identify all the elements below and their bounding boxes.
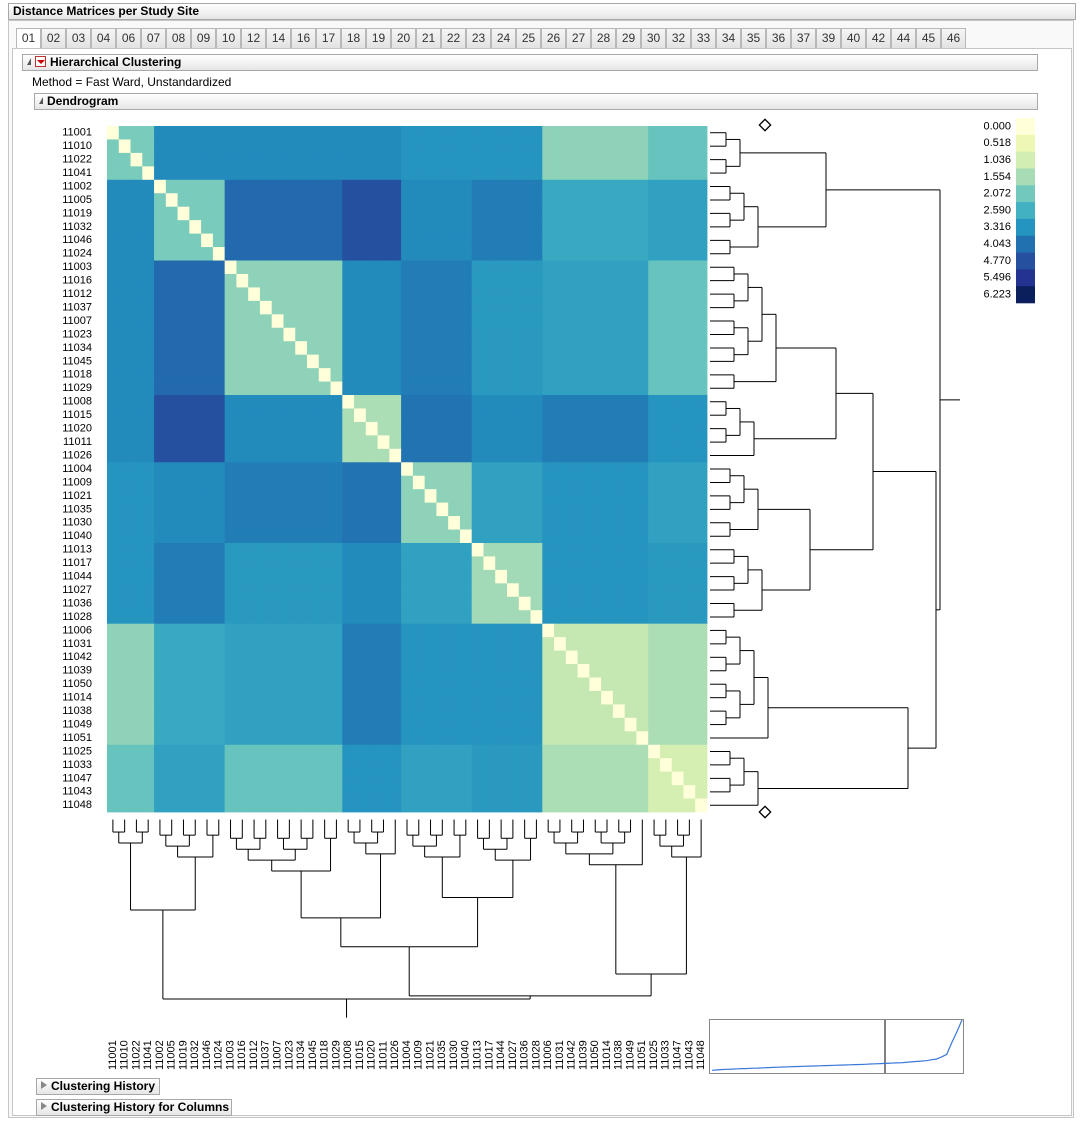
collapsed-header[interactable]: Clustering History for Columns (36, 1099, 232, 1116)
method-text: Method = Fast Ward, Unstandardized (32, 75, 232, 89)
tab[interactable]: 17 (316, 28, 341, 48)
tab[interactable]: 20 (391, 28, 416, 48)
tab[interactable]: 25 (516, 28, 541, 48)
tab[interactable]: 27 (566, 28, 591, 48)
red-triangle-menu[interactable] (35, 56, 46, 67)
tab[interactable]: 36 (766, 28, 791, 48)
tab[interactable]: 24 (491, 28, 516, 48)
tab[interactable]: 29 (616, 28, 641, 48)
disclosure-icon[interactable] (39, 97, 43, 104)
disclosure-icon[interactable] (41, 1102, 47, 1110)
report-title-text: Distance Matrices per Study Site (13, 4, 200, 18)
disclosure-icon[interactable] (27, 58, 31, 65)
report-title[interactable]: Distance Matrices per Study Site (8, 3, 1076, 20)
tab[interactable]: 22 (441, 28, 466, 48)
tab[interactable]: 12 (241, 28, 266, 48)
tab[interactable]: 32 (666, 28, 691, 48)
tab[interactable]: 09 (191, 28, 216, 48)
tab[interactable]: 06 (116, 28, 141, 48)
tab[interactable]: 01 (16, 28, 41, 49)
tab[interactable]: 30 (641, 28, 666, 48)
tab-panel (12, 48, 1072, 1116)
collapsed-title: Clustering History for Columns (51, 1100, 230, 1114)
tab[interactable]: 18 (341, 28, 366, 48)
tab[interactable]: 45 (916, 28, 941, 48)
tab[interactable]: 19 (366, 28, 391, 48)
disclosure-icon[interactable] (41, 1081, 47, 1089)
collapsed-header[interactable]: Clustering History (36, 1078, 160, 1095)
tab[interactable]: 34 (716, 28, 741, 48)
tab[interactable]: 26 (541, 28, 566, 48)
subsection-title: Dendrogram (47, 94, 119, 108)
tab[interactable]: 08 (166, 28, 191, 48)
tab[interactable]: 02 (41, 28, 66, 48)
tab[interactable]: 10 (216, 28, 241, 48)
tab[interactable]: 23 (466, 28, 491, 48)
tab[interactable]: 16 (291, 28, 316, 48)
tab[interactable]: 46 (941, 28, 966, 48)
tab[interactable]: 40 (841, 28, 866, 48)
tab[interactable]: 21 (416, 28, 441, 48)
tab[interactable]: 35 (741, 28, 766, 48)
tab[interactable]: 14 (266, 28, 291, 48)
tab[interactable]: 03 (66, 28, 91, 48)
section-title: Hierarchical Clustering (50, 55, 182, 69)
tab[interactable]: 33 (691, 28, 716, 48)
tab[interactable]: 39 (816, 28, 841, 48)
tab[interactable]: 28 (591, 28, 616, 48)
tab[interactable]: 44 (891, 28, 916, 48)
tab[interactable]: 07 (141, 28, 166, 48)
tab[interactable]: 37 (791, 28, 816, 48)
section-header[interactable]: Hierarchical Clustering (22, 54, 1038, 71)
tab[interactable]: 04 (91, 28, 116, 48)
collapsed-title: Clustering History (51, 1079, 156, 1093)
subsection-header[interactable]: Dendrogram (34, 93, 1038, 110)
tab[interactable]: 42 (866, 28, 891, 48)
